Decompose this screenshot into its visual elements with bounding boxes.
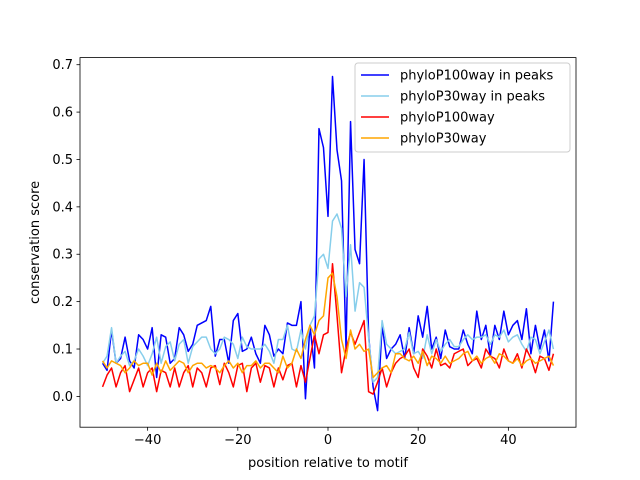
x-axis-label: position relative to motif: [248, 456, 408, 471]
y-axis-label: conservation score: [28, 181, 43, 304]
x-tick-label: 40: [500, 433, 517, 448]
series-line-3: [101, 262, 555, 395]
series-line-1: [101, 75, 555, 412]
legend-label-3: phyloP100way: [400, 111, 495, 126]
y-axis-ticks: 0.0 0.1 0.2 0.3 0.4 0.5 0.6 0.7: [52, 58, 80, 405]
y-tick-label: 0.2: [52, 295, 73, 310]
y-tick-label: 0.7: [52, 58, 73, 73]
y-tick-label: 0.6: [52, 106, 73, 121]
legend-label-4: phyloP30way: [400, 132, 487, 147]
y-tick-label: 0.1: [52, 343, 73, 358]
x-tick-label: 0: [324, 433, 332, 448]
y-tick-label: 0.4: [52, 200, 73, 215]
legend-entries: phyloP100way in peaks phyloP30way in peak…: [361, 69, 554, 147]
series-line-4: [101, 272, 555, 379]
x-tick-label: −20: [224, 433, 251, 448]
legend: phyloP100way in peaks phyloP30way in peak…: [354, 62, 571, 153]
series-layer: [101, 75, 555, 412]
legend-label-2: phyloP30way in peaks: [400, 90, 545, 105]
x-axis-ticks: −40 −20 0 20 40: [134, 427, 517, 448]
legend-label-1: phyloP100way in peaks: [400, 69, 554, 84]
series-line-2: [101, 213, 555, 383]
y-tick-label: 0.5: [52, 153, 73, 168]
x-tick-label: 20: [410, 433, 427, 448]
legend-box: [354, 62, 571, 153]
y-tick-label: 0.0: [52, 390, 73, 405]
y-tick-label: 0.3: [52, 248, 73, 263]
x-tick-label: −40: [134, 433, 161, 448]
